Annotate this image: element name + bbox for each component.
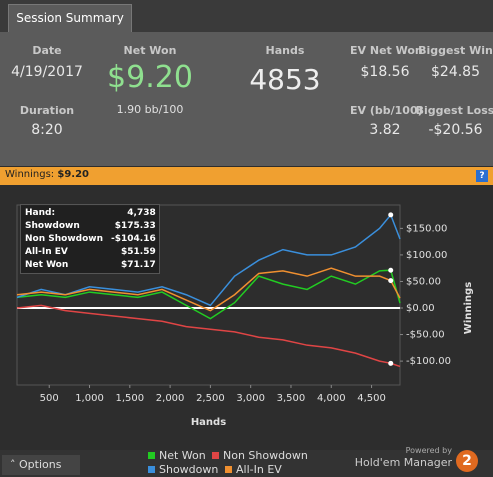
stat-value: 3.82 (369, 122, 401, 138)
tooltip-row: All-In EV $51.59 (21, 247, 160, 257)
tooltip-row: Showdown $175.33 (21, 221, 160, 231)
tooltip-row: Hand: 4,738 (21, 208, 160, 218)
options-label: Options (19, 458, 62, 471)
hover-marker (388, 278, 394, 284)
tooltip-key: Showdown (25, 221, 80, 231)
tooltip-value: $51.59 (121, 247, 156, 257)
stat-label: Biggest Loss (415, 104, 493, 117)
x-tick-label: 2,000 (156, 393, 185, 404)
stat-value: $24.85 (431, 64, 480, 80)
stat-value: 4/19/2017 (11, 64, 83, 80)
y-tick-label: $150.00 (406, 223, 447, 234)
tooltip-value: -$104.16 (111, 234, 156, 244)
legend-swatch (212, 452, 219, 459)
x-tick-label: 4,500 (357, 393, 386, 404)
stat-label: Date (32, 44, 62, 57)
x-tick-label: 500 (40, 393, 59, 404)
winnings-bar (0, 167, 493, 185)
y-tick-label: -$50.00 (406, 330, 445, 341)
y-axis-label: Winnings (463, 282, 474, 334)
series-line (16, 213, 401, 307)
legend-label: Non Showdown (223, 449, 308, 462)
y-tick-label: $0.00 (406, 303, 435, 314)
tooltip-row: Net Won $71.17 (21, 260, 160, 270)
hover-marker (388, 267, 394, 273)
plot-frame (16, 204, 401, 386)
stat-label: Duration (19, 104, 75, 117)
options-button[interactable]: ˄ Options (2, 455, 80, 475)
tooltip-table: Hand: 4,738 Showdown $175.33 Non Showdown -$1… (21, 205, 160, 273)
tooltip-key: Hand: (25, 208, 56, 218)
y-tick-label: $50.00 (406, 276, 441, 287)
legend-swatch (148, 466, 155, 473)
tooltip-key: All-In EV (25, 247, 68, 257)
y-tick-label: $100.00 (406, 250, 447, 261)
x-tick-label: 1,000 (75, 393, 104, 404)
brand: Hold'em Manager (354, 456, 452, 469)
stat-value: 4853 (249, 63, 321, 96)
series-line (16, 269, 401, 320)
brand-badge: 2 (456, 450, 478, 472)
footer (0, 450, 493, 477)
legend-label: All-In EV (236, 463, 282, 476)
legend-item[interactable]: All-In EV (225, 463, 282, 476)
hover-marker (388, 360, 394, 366)
series-line (16, 267, 401, 312)
legend-label: Net Won (159, 449, 206, 462)
stat-value: $9.20 (107, 60, 193, 95)
legend: Net Won Non Showdown Showdown All-In EV (0, 443, 493, 477)
tooltip-value: $71.17 (121, 260, 156, 270)
winnings-label: Winnings: $9.20 (5, 169, 89, 180)
stat-label: EV (bb/100) (350, 104, 423, 117)
legend-swatch (148, 452, 155, 459)
legend-item[interactable]: Showdown (148, 463, 218, 476)
stat-label: Biggest Win (418, 44, 493, 57)
hover-marker (388, 212, 394, 218)
tooltip-value: $175.33 (114, 221, 156, 231)
chart: -$100.00 -$50.00 $0.00 $50.00 $100.00 $150.00… (16, 204, 474, 428)
tooltip-key: Net Won (25, 260, 69, 270)
x-tick-label: 3,000 (236, 393, 265, 404)
x-tick-label: 2,500 (196, 393, 225, 404)
y-tick-label: -$100.00 (406, 356, 451, 367)
stat-value: $18.56 (360, 64, 410, 80)
legend-swatch (225, 466, 232, 473)
legend-item[interactable]: Non Showdown (212, 449, 308, 462)
legend-item[interactable]: Net Won (148, 449, 206, 462)
x-tick-label: 4,000 (317, 393, 346, 404)
value: $9.20 (57, 169, 89, 180)
series-line (16, 304, 401, 368)
stat-value: -$20.56 (428, 122, 483, 138)
powered-by: Powered by (405, 446, 452, 455)
stat-label: EV Net Won (350, 44, 423, 57)
stat-label: Hands (265, 44, 305, 57)
x-axis-label: Hands (191, 417, 226, 428)
label: Winnings: (5, 169, 55, 180)
stat-sub: 1.90 bb/100 (116, 103, 184, 116)
tooltip-key: Non Showdown (25, 234, 103, 244)
tooltip-row: Non Showdown -$104.16 (21, 234, 160, 244)
help-button[interactable]: ? (476, 170, 488, 182)
tab[interactable]: Session Summary (8, 4, 132, 33)
tooltip-value: 4,738 (127, 208, 156, 218)
stats-panel (0, 32, 493, 166)
x-tick-label: 3,500 (277, 393, 306, 404)
tooltip: Hand: 4,738 Showdown $175.33 Non Showdown -$1… (20, 204, 160, 274)
legend-label: Showdown (159, 463, 219, 476)
x-tick-label: 1,500 (115, 393, 144, 404)
stat-label: Net Won (123, 44, 177, 57)
stat-value: 8:20 (31, 122, 63, 138)
